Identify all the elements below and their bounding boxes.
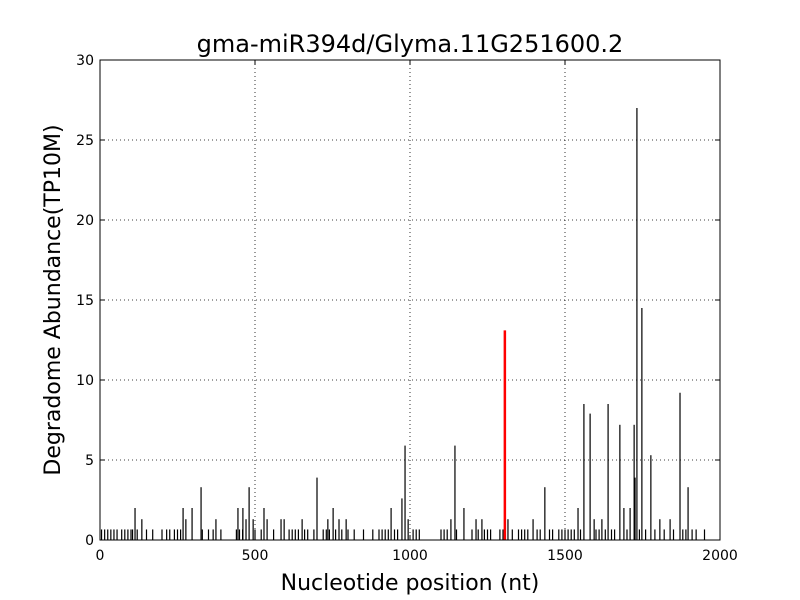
y-tick-label: 15	[76, 293, 94, 309]
y-tick-label: 0	[85, 533, 94, 549]
plot-frame	[99, 59, 721, 541]
x-tick-label: 1500	[547, 548, 583, 564]
x-tick-label: 1000	[392, 548, 428, 564]
y-tick-label: 25	[76, 133, 94, 149]
x-tick-label: 500	[242, 548, 269, 564]
y-axis-label: Degradome Abundance(TP10M)	[41, 124, 66, 475]
x-axis-label: Nucleotide position (nt)	[281, 571, 540, 596]
y-tick-label: 5	[85, 453, 94, 469]
x-tick-label: 2000	[702, 548, 738, 564]
y-tick-label: 10	[76, 373, 94, 389]
x-tick-label: 0	[96, 548, 105, 564]
y-tick-label: 20	[76, 213, 94, 229]
chart-title: gma-miR394d/Glyma.11G251600.2	[197, 30, 624, 58]
y-tick-label: 30	[76, 53, 94, 69]
